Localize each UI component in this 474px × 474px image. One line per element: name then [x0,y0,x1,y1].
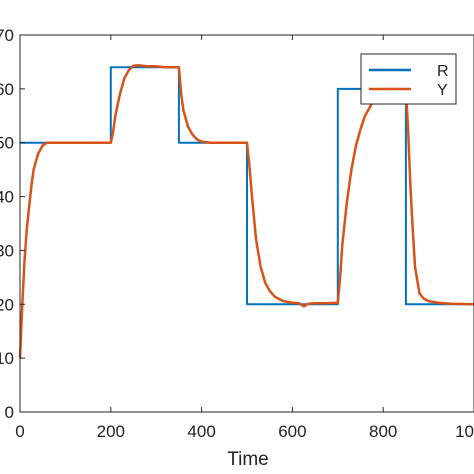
y-tick-label: 10 [0,349,14,368]
x-tick-label: 800 [369,422,397,441]
axes-layer [19,34,474,413]
x-tick-label: 400 [187,422,215,441]
x-tick-label: 0 [15,422,24,441]
legend: RY [360,53,457,105]
x-axis-label: Time [227,449,269,470]
axes-box [19,34,474,413]
y-tick-label: 0 [5,403,14,422]
x-tick-label: 200 [97,422,125,441]
legend-box [360,53,457,105]
legend-label-y: Y [437,82,448,99]
y-tick-label: 20 [0,295,14,314]
y-tick-label: 40 [0,188,14,207]
y-tick-label: 60 [0,80,14,99]
x-tick-label: 600 [278,422,306,441]
series-line-r [20,66,474,306]
y-tick-label: 70 [0,26,14,45]
legend-label-r: R [437,63,449,80]
y-tick-label: 30 [0,241,14,260]
y-tick-label: 50 [0,134,14,153]
